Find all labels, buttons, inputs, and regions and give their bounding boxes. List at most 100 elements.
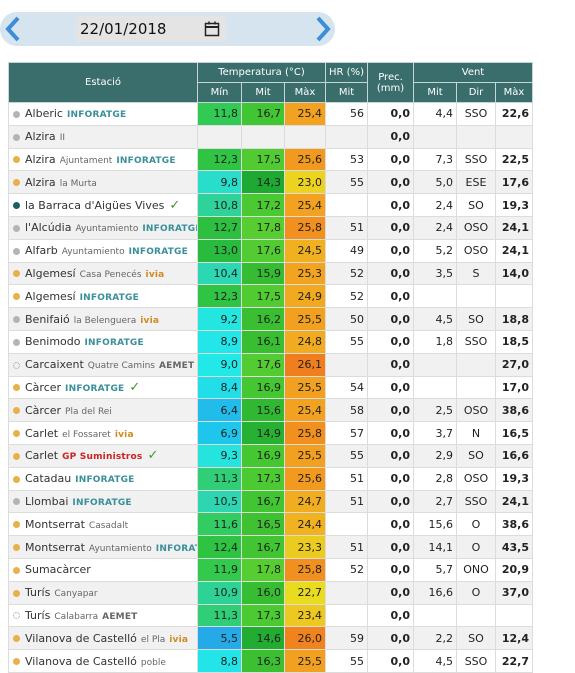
value-cell: 55: [325, 649, 368, 673]
value-cell: 22,6: [495, 102, 533, 126]
column-header: HR (%): [325, 62, 368, 83]
station-row[interactable]: Alberic INFORATGE 11,8 16,7 25,4 56 0,0 4,4 SSO 2…: [8, 102, 533, 126]
status-dot: [13, 384, 20, 392]
value-cell: 9,2: [197, 307, 242, 331]
station-row[interactable]: Catadau INFORATGE 11,3 17,3 25,6 51 0,0 2,8 OSO 1…: [8, 466, 533, 491]
value-cell: 0,0: [367, 512, 414, 537]
station-network: ivia: [114, 429, 134, 440]
station-row[interactable]: Alzira Ajuntament INFORATGE 12,3 17,5 25,6 53 0…: [8, 147, 533, 172]
station-row[interactable]: Benimodo INFORATGE 8,9 16,1 24,8 55 0,0 1,8 SSO 1…: [8, 329, 533, 354]
station-row[interactable]: Càrcer Pla del Rei 6,4 15,6 25,4 58 0,0 2,5 OSO 3…: [8, 398, 533, 423]
prev-day-button[interactable]: [4, 16, 22, 42]
station-name: Alzira: [25, 152, 56, 166]
value-cell: [456, 603, 496, 628]
station-row[interactable]: Benifaió la Belenguera ivia 9,2 16,2 25,5 50 0,…: [8, 307, 533, 331]
status-dot: [13, 316, 20, 324]
value-cell: 19,3: [495, 466, 533, 491]
value-cell: 0,0: [367, 421, 414, 445]
value-cell: [495, 603, 533, 628]
station-row[interactable]: Vilanova de Castelló el Pla ivia 5,5 14,6 26,…: [8, 626, 533, 651]
value-cell: 18,8: [495, 307, 533, 331]
value-cell: 23,4: [284, 603, 326, 628]
station-row[interactable]: Càrcer INFORATGE ✓ 8,4 16,9 25,5 54 0,0 17,0: [8, 375, 533, 400]
station-network: INFORATGE: [116, 155, 176, 166]
station-row[interactable]: l'Alcúdia Ayuntamiento INFORATGE 12,7 17,8 25…: [8, 215, 533, 240]
station-network: INFORATGE: [155, 543, 197, 554]
station-row[interactable]: Carlet el Fossaret ivia 6,9 14,9 25,8 57 0,0 3,7…: [8, 421, 533, 445]
calendar-icon[interactable]: [204, 21, 220, 37]
value-cell: 12,3: [197, 147, 242, 172]
value-cell: 7,3: [413, 147, 457, 172]
date-text: 22/01/2018: [80, 20, 167, 38]
value-cell: 22,7: [495, 649, 533, 673]
station-row[interactable]: Alfarb Ayuntamiento INFORATGE 13,0 17,6 24,5 4…: [8, 238, 533, 263]
station-name: Llombai: [25, 494, 69, 508]
station-row[interactable]: Vilanova de Castelló poble 8,8 16,3 25,5 55 0,…: [8, 649, 533, 673]
station-network: INFORATGE: [75, 475, 135, 486]
station-row[interactable]: Sumacàrcer 11,9 17,8 25,8 52 0,0 5,7 ONO 20,9: [8, 557, 533, 582]
column-header: Prec. (mm): [367, 62, 414, 103]
station-cell: Vilanova de Castelló el Pla ivia: [8, 626, 198, 651]
value-cell: 0,0: [367, 261, 414, 286]
value-cell: 27,0: [495, 352, 533, 377]
value-cell: 25,4: [284, 398, 326, 423]
value-cell: SO: [456, 193, 496, 217]
value-cell: 16,7: [241, 535, 285, 559]
station-row[interactable]: Llombai INFORATGE 10,5 16,7 24,7 51 0,0 2,7 SSO 2…: [8, 489, 533, 514]
station-row[interactable]: la Barraca d'Aigües Vives ✓ 10,8 17,2 25,4 0,…: [8, 193, 533, 217]
station-row[interactable]: Alzira II 0,0: [8, 124, 533, 149]
station-name: Alfarb: [25, 244, 58, 258]
value-cell: [495, 284, 533, 309]
station-location: Pla del Rei: [65, 406, 112, 417]
station-row[interactable]: Alzira la Murta 9,8 14,3 23,0 55 0,0 5,0 ESE 17,6: [8, 170, 533, 195]
value-cell: 0,0: [367, 489, 414, 514]
value-cell: 18,5: [495, 329, 533, 354]
station-row[interactable]: Turís Canyapar 10,9 16,0 22,7 0,0 16,6 O 37,0: [8, 580, 533, 605]
value-cell: 6,4: [197, 398, 242, 423]
value-cell: 55: [325, 443, 368, 468]
value-cell: 0,0: [367, 329, 414, 354]
value-cell: [413, 284, 457, 309]
value-cell: 2,9: [413, 443, 457, 468]
value-cell: 5,7: [413, 557, 457, 582]
station-location: Canyapar: [54, 589, 98, 600]
value-cell: 58: [325, 398, 368, 423]
verified-check: ✓: [129, 379, 141, 395]
station-row[interactable]: Turís Calabarra AEMET 11,3 17,3 23,4 0,0: [8, 603, 533, 628]
value-cell: 12,7: [197, 215, 242, 240]
station-cell: Turís Canyapar: [8, 580, 198, 605]
value-cell: 10,8: [197, 193, 242, 217]
value-cell: 14,3: [241, 170, 285, 195]
value-cell: 0,0: [367, 626, 414, 651]
station-name: Carlet: [25, 449, 59, 463]
station-name: Alberic: [25, 107, 63, 121]
value-cell: 17,3: [241, 466, 285, 491]
next-day-button[interactable]: [314, 16, 332, 42]
status-dot: [13, 589, 20, 597]
station-cell: Catadau INFORATGE: [8, 466, 198, 491]
value-cell: 25,5: [284, 307, 326, 331]
column-subheader: Dir: [456, 82, 496, 103]
value-cell: 19,3: [495, 193, 533, 217]
value-cell: 24,9: [284, 284, 326, 309]
station-row[interactable]: Carcaixent Quatre Camins AEMET 9,0 17,6 26,1 0…: [8, 352, 533, 377]
station-name: Catadau: [25, 472, 72, 486]
station-cell: la Barraca d'Aigües Vives ✓: [8, 193, 198, 217]
value-cell: OSO: [456, 466, 496, 491]
station-row[interactable]: Algemesí INFORATGE 12,3 17,5 24,9 52 0,0: [8, 284, 533, 309]
station-row[interactable]: Carlet GP Suministros ✓ 9,3 16,9 25,5 55 0,0 2,9…: [8, 443, 533, 468]
station-name: Turís: [25, 608, 51, 622]
station-cell: Alzira la Murta: [8, 170, 198, 195]
value-cell: 55: [325, 170, 368, 195]
value-cell: ONO: [456, 557, 496, 582]
date-input[interactable]: 22/01/2018: [76, 16, 226, 42]
value-cell: 11,8: [197, 102, 242, 126]
station-row[interactable]: Montserrat Casadalt 11,6 16,5 24,4 0,0 15,6 O 38…: [8, 512, 533, 537]
station-row[interactable]: MontserratAyuntamientoINFORATGE12,416,72…: [8, 535, 533, 559]
verified-check: ✓: [169, 197, 181, 213]
station-name: Algemesí: [25, 266, 76, 280]
value-cell: 10,4: [197, 261, 242, 286]
station-name: Sumacàrcer: [25, 563, 91, 577]
station-row[interactable]: Algemesí Casa Penecés ivia 10,4 15,9 25,3 52 0,…: [8, 261, 533, 286]
